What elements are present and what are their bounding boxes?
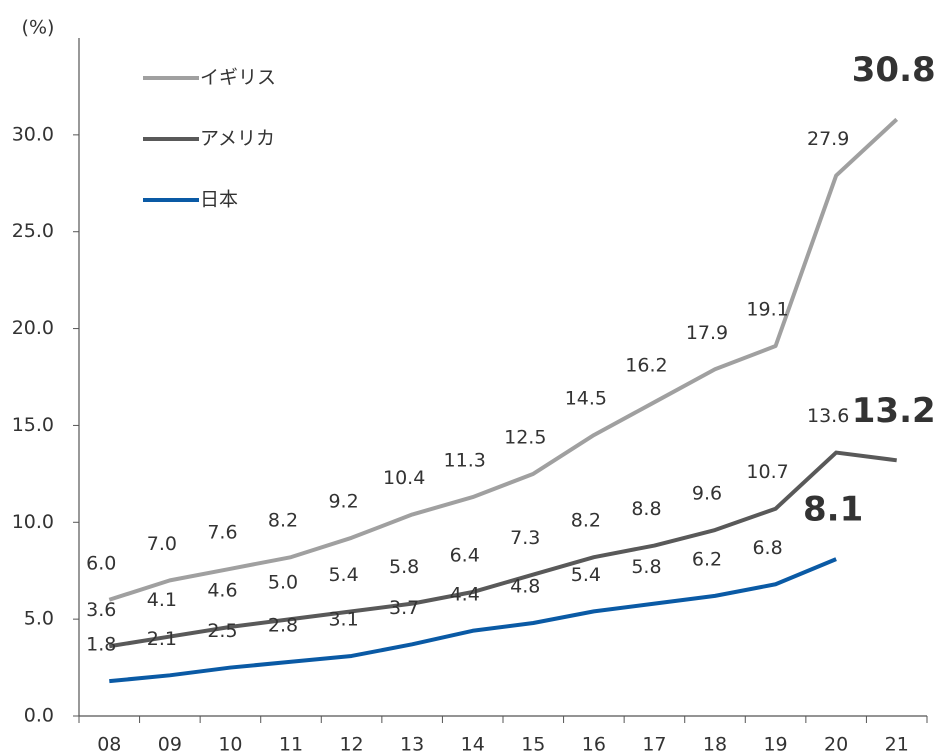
data-label: 2.8 — [268, 614, 298, 636]
data-label: 16.2 — [625, 355, 667, 377]
x-tick-label: 14 — [461, 734, 485, 755]
data-label: 8.2 — [571, 510, 601, 532]
y-tick-label: 0.0 — [24, 705, 54, 727]
x-tick-label: 17 — [642, 734, 666, 755]
series-line — [108, 450, 897, 649]
data-label: 11.3 — [444, 450, 486, 472]
data-label: 2.1 — [147, 628, 177, 650]
data-label: 5.8 — [631, 556, 661, 578]
y-tick-label: 25.0 — [12, 220, 54, 242]
series-line — [108, 117, 899, 602]
data-label: 9.2 — [328, 490, 358, 512]
x-tick-label: 09 — [158, 734, 182, 755]
data-label: 9.6 — [692, 483, 722, 505]
data-label: 1.8 — [86, 634, 116, 656]
data-label: 10.4 — [383, 467, 425, 489]
y-tick-label: 10.0 — [12, 511, 54, 533]
x-tick-label: 12 — [339, 734, 363, 755]
data-label: 8.2 — [268, 510, 298, 532]
x-tick-label: 10 — [218, 734, 242, 755]
data-label: 4.6 — [207, 579, 237, 601]
x-tick-label: 08 — [97, 734, 121, 755]
data-label: 3.1 — [328, 608, 358, 630]
data-label: 4.8 — [510, 576, 540, 598]
x-tick-label: 19 — [763, 734, 787, 755]
x-tick-label: 20 — [824, 734, 848, 755]
data-label: 7.6 — [207, 521, 237, 543]
data-label: 13.2 — [852, 391, 936, 431]
data-label: 5.0 — [268, 572, 298, 594]
x-tick-label: 15 — [521, 734, 545, 755]
y-tick-label: 20.0 — [12, 317, 54, 339]
x-tick-label: 11 — [279, 734, 303, 755]
y-tick-label: 15.0 — [12, 414, 54, 436]
series-line — [109, 557, 837, 684]
legend-label: イギリス — [200, 67, 276, 89]
data-label: 3.7 — [389, 597, 419, 619]
data-label: 2.5 — [207, 620, 237, 642]
data-label: 17.9 — [686, 322, 728, 344]
data-label: 4.1 — [147, 589, 177, 611]
data-label: 6.2 — [692, 548, 722, 570]
y-tick-label: 5.0 — [24, 608, 54, 630]
data-label: 7.3 — [510, 527, 540, 549]
data-label: 14.5 — [565, 388, 607, 410]
data-label: 27.9 — [807, 128, 849, 150]
x-tick-label: 21 — [885, 734, 909, 755]
x-tick-label: 16 — [582, 734, 606, 755]
legend-label: アメリカ — [200, 128, 275, 150]
legend-label: 日本 — [200, 189, 238, 211]
data-label: 19.1 — [746, 299, 788, 321]
data-label: 4.4 — [450, 583, 480, 605]
data-label: 8.1 — [803, 490, 863, 530]
data-label: 30.8 — [852, 50, 936, 90]
data-label: 12.5 — [504, 426, 546, 448]
y-tick-label: 30.0 — [12, 123, 54, 145]
y-axis-title: (%) — [22, 17, 55, 39]
data-label: 5.4 — [328, 564, 358, 586]
data-label: 6.0 — [86, 552, 116, 574]
data-label: 6.8 — [752, 537, 782, 559]
data-label: 5.8 — [389, 556, 419, 578]
data-label: 13.6 — [807, 405, 849, 427]
x-tick-label: 13 — [400, 734, 424, 755]
data-label: 8.8 — [631, 498, 661, 520]
x-tick-label: 18 — [703, 734, 727, 755]
data-label: 3.6 — [86, 599, 116, 621]
data-label: 6.4 — [450, 545, 480, 567]
data-label: 10.7 — [746, 461, 788, 483]
data-label: 5.4 — [571, 564, 601, 586]
data-label: 7.0 — [147, 533, 177, 555]
